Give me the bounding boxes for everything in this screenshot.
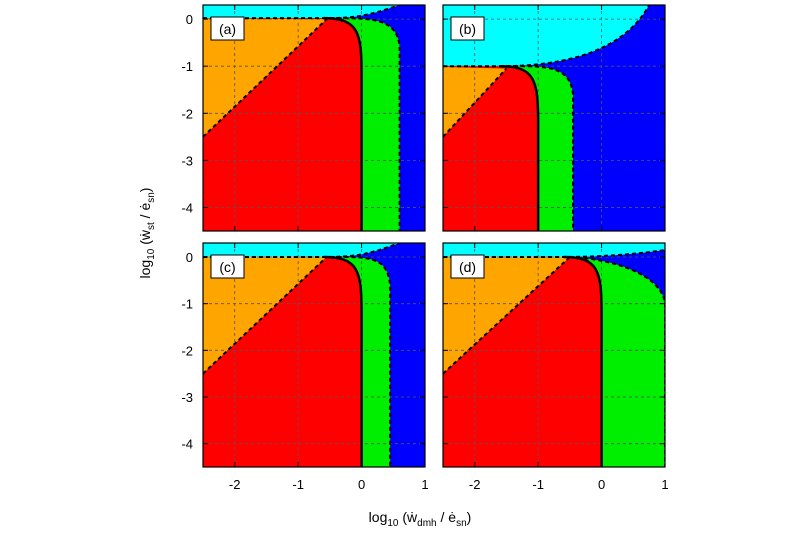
y-tick-label: -3 bbox=[181, 153, 193, 168]
panel-plot-area bbox=[203, 5, 425, 231]
panel-tag-label: (d) bbox=[459, 259, 476, 275]
panel-c: 0 -1 -2 -3 -4 -2 -1 0 1 (c) bbox=[181, 242, 429, 492]
panel-tag-label: (b) bbox=[459, 21, 476, 37]
panel-tag-box bbox=[210, 254, 245, 279]
x-axis-title: log10 (ẇdmh / ėsn) bbox=[369, 509, 472, 529]
y-tick-label: -3 bbox=[181, 390, 193, 405]
panel-plot-area bbox=[443, 5, 665, 231]
panel-frame bbox=[202, 242, 426, 468]
boundary-cyan-dashed bbox=[443, 249, 665, 258]
x-tick-label: -2 bbox=[229, 477, 241, 492]
panel-tag-box bbox=[450, 16, 485, 41]
x-tick-label: 1 bbox=[661, 477, 668, 492]
x-tick-label: 1 bbox=[421, 477, 428, 492]
boundary-cyan-dashed bbox=[203, 243, 400, 258]
panel-plot-area bbox=[443, 243, 665, 467]
y-tick-label: -2 bbox=[181, 343, 193, 358]
y-axis-title: log10 (ẇst / ėsn) bbox=[137, 188, 157, 279]
x-tick-label: 0 bbox=[358, 477, 365, 492]
region-cyan bbox=[203, 243, 425, 257]
panel-plot-area bbox=[203, 243, 425, 467]
y-tick-label: 0 bbox=[186, 12, 193, 27]
y-tick-label: -4 bbox=[181, 200, 193, 215]
x-tick-label: -1 bbox=[532, 477, 544, 492]
panel-tag-box bbox=[450, 254, 485, 279]
panel-tag-box bbox=[210, 16, 245, 41]
boundary-green-dashed bbox=[563, 256, 665, 467]
boundary-orange-red bbox=[203, 18, 328, 138]
panel-frame bbox=[442, 4, 666, 232]
panels-group: 0 -1 -2 -3 -4 (a) (b) 0 -1 -2 -3 -4 -2 -1 0 1 (c) -2 -1 0 1 (… bbox=[181, 4, 669, 492]
region-cyan bbox=[443, 5, 665, 67]
y-tick-label: -2 bbox=[181, 106, 193, 121]
boundary-orange-red bbox=[443, 256, 571, 375]
region-cyan bbox=[443, 243, 665, 257]
boundary-orange-red bbox=[203, 256, 328, 375]
y-tick-label: -1 bbox=[181, 297, 193, 312]
region-cyan bbox=[203, 5, 425, 19]
panel-a: 0 -1 -2 -3 -4 (a) bbox=[181, 4, 426, 232]
x-tick-label: -1 bbox=[292, 477, 304, 492]
panel-tag-label: (c) bbox=[219, 259, 235, 275]
boundary-orange-red bbox=[443, 67, 508, 138]
panel-d: -2 -1 0 1 (d) bbox=[442, 242, 669, 492]
x-tick-label: 0 bbox=[598, 477, 605, 492]
panel-frame bbox=[442, 242, 666, 468]
region-orange bbox=[203, 257, 327, 374]
y-tick-label: 0 bbox=[186, 250, 193, 265]
panel-tag-label: (a) bbox=[219, 21, 236, 37]
x-tick-label: -2 bbox=[469, 477, 481, 492]
y-tick-label: -1 bbox=[181, 59, 193, 74]
y-tick-label: -4 bbox=[181, 437, 193, 452]
boundary-cyan-dashed bbox=[203, 5, 400, 20]
boundary-cyan-dashed bbox=[443, 5, 651, 68]
panel-b: (b) bbox=[442, 4, 666, 232]
panel-frame bbox=[202, 4, 426, 232]
